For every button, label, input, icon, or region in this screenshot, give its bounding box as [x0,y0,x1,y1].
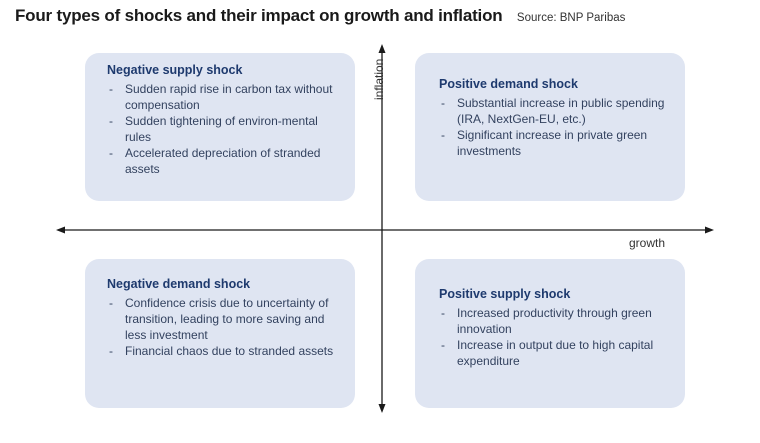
positive-demand-shock-box: Positive demand shock Substantial increa… [415,53,685,201]
x-axis-arrow-left [56,226,65,234]
list-item: Increase in output due to high capital e… [439,337,675,369]
bullet-list: Increased productivity through green inn… [439,305,675,369]
source-note: Source: BNP Paribas [516,12,626,24]
negative-demand-shock-box: Negative demand shock Confidence crisis … [85,259,355,408]
box-title: Negative supply shock [107,63,243,77]
bullet-list: Substantial increase in public spending … [439,95,675,159]
list-item: Financial chaos due to stranded assets [107,343,347,359]
y-axis-arrow-top [378,44,386,53]
y-axis-label: inflation [372,58,386,100]
box-title: Positive demand shock [439,77,578,91]
header: Four types of shocks and their impact on… [15,6,625,26]
list-item: Sudden tightening of environ-mental rule… [107,113,345,145]
list-item: Substantial increase in public spending … [439,95,675,127]
list-item: Accelerated depreciation of stranded ass… [107,145,345,177]
y-axis-arrow-bottom [378,404,386,413]
bullet-list: Sudden rapid rise in carbon tax without … [107,81,345,177]
box-title: Negative demand shock [107,277,251,291]
page-title: Four types of shocks and their impact on… [15,6,503,25]
x-axis-label: growth [629,236,666,250]
negative-supply-shock-box: Negative supply shock Sudden rapid rise … [85,53,355,201]
list-item: Increased productivity through green inn… [439,305,675,337]
box-title: Positive supply shock [439,287,571,301]
list-item: Significant increase in private green in… [439,127,675,159]
positive-supply-shock-box: Positive supply shock Increased producti… [415,259,685,408]
list-item: Sudden rapid rise in carbon tax without … [107,81,345,113]
bullet-list: Confidence crisis due to uncertainty of … [107,295,347,359]
list-item: Confidence crisis due to uncertainty of … [107,295,347,343]
x-axis-arrow-right [705,226,714,234]
